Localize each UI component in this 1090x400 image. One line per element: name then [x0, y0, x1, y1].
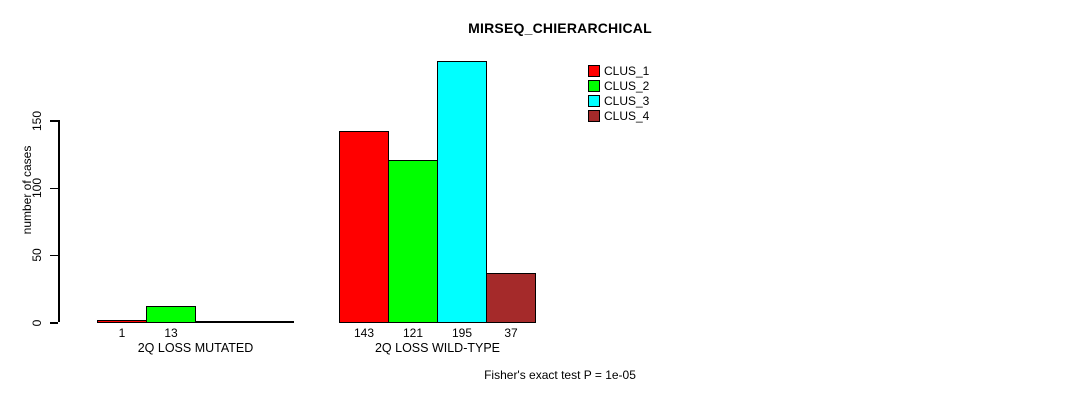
- group-label: 2Q LOSS WILD-TYPE: [374, 341, 501, 355]
- bar-value-label: 1: [118, 326, 126, 340]
- bar-clus_2: [388, 160, 438, 323]
- group-label: 2Q LOSS MUTATED: [137, 341, 254, 355]
- bar-value-label: 121: [402, 326, 424, 340]
- y-axis-line: [58, 120, 60, 322]
- y-tick-label: 100: [30, 177, 44, 199]
- bar-clus_2: [146, 305, 196, 323]
- y-tick-mark: [50, 120, 58, 122]
- y-tick-label: 150: [30, 110, 44, 131]
- y-tick-label: 50: [30, 248, 44, 262]
- legend-label-clus_3: CLUS_3: [604, 94, 650, 108]
- bar-clus_1: [339, 130, 389, 323]
- chart-title: MIRSEQ_CHIERARCHICAL: [468, 20, 652, 36]
- bar-clus_4: [486, 273, 536, 323]
- legend-swatch-clus_4: [588, 110, 600, 122]
- bar-clus_4: [244, 321, 294, 323]
- bar-clus_3: [195, 321, 245, 323]
- bar-value-label: 143: [353, 326, 375, 340]
- legend-label-clus_1: CLUS_1: [604, 64, 650, 78]
- legend-swatch-clus_1: [588, 65, 600, 77]
- legend-label-clus_2: CLUS_2: [604, 79, 650, 93]
- bar-clus_1: [97, 320, 147, 323]
- y-tick-label: 0: [30, 319, 44, 326]
- y-tick-mark: [50, 187, 58, 189]
- legend-label-clus_4: CLUS_4: [604, 109, 650, 123]
- bar-clus_3: [437, 60, 487, 323]
- legend-swatch-clus_2: [588, 80, 600, 92]
- annotation-text: Fisher's exact test P = 1e-05: [484, 368, 636, 382]
- y-tick-mark: [50, 322, 58, 324]
- bar-value-label: 195: [451, 326, 473, 340]
- bar-value-label: 13: [164, 326, 178, 340]
- bar-value-label: 37: [504, 326, 518, 340]
- y-tick-mark: [50, 254, 58, 257]
- legend-swatch-clus_3: [588, 95, 600, 107]
